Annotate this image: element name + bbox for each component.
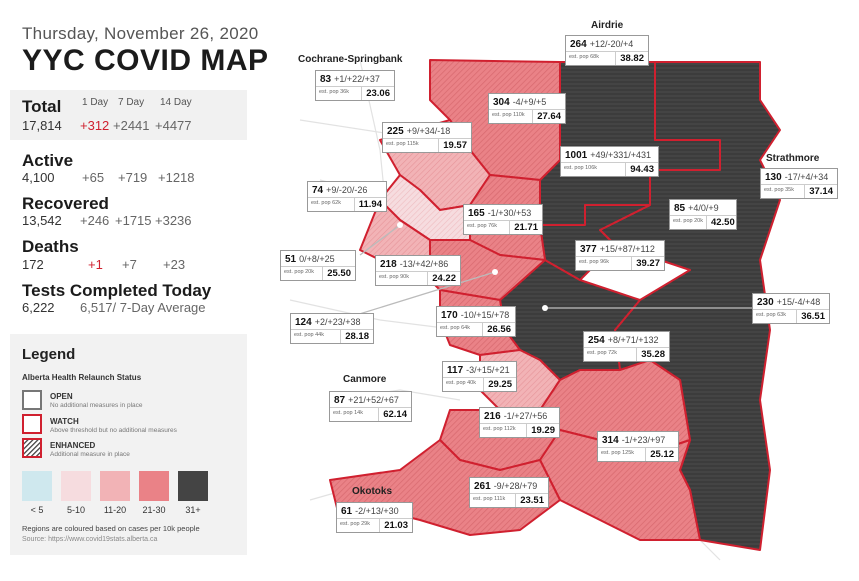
open-status-desc: No additional measures in place xyxy=(50,402,143,409)
legend-subtitle: Alberta Health Relaunch Status xyxy=(22,373,142,382)
enhanced-status-desc: Additional measure in place xyxy=(50,451,130,458)
district-box: 130 -17/+4/+34 est. pop 35k 37.14 xyxy=(760,168,838,199)
district-box: 85 +4/0/+9 est. pop 20k 42.50 xyxy=(669,199,737,230)
active-label: Active xyxy=(22,151,74,170)
total-highlight xyxy=(10,90,247,140)
area-label-okotoks: Okotoks xyxy=(352,486,393,497)
legend-note: Regions are coloured based on cases per … xyxy=(22,524,200,533)
tests-average: 6,517/ 7-Day Average xyxy=(80,300,206,315)
col-1day: 1 Day xyxy=(82,97,109,108)
legend-source: Source: https://www.covid19stats.alberta… xyxy=(22,536,158,543)
col-7day: 7 Day xyxy=(118,97,145,108)
enhanced-status-swatch xyxy=(22,438,42,458)
area-label-canmore: Canmore xyxy=(343,374,387,385)
deaths-7day: +7 xyxy=(122,257,137,272)
scale-swatch-3 xyxy=(100,471,130,501)
district-box: 61 -2/+13/+30 est. pop 29k 21.03 xyxy=(336,502,413,533)
map-date: Thursday, November 26, 2020 xyxy=(22,24,259,43)
area-label-airdrie: Airdrie xyxy=(591,20,624,31)
scale-label-4: 21-30 xyxy=(142,505,166,515)
watch-status-label: WATCH xyxy=(50,417,79,426)
total-7day: +2441 xyxy=(113,118,150,133)
area-label-strathmore: Strathmore xyxy=(766,153,820,164)
total-1day: +312 xyxy=(80,118,110,133)
callout-lines xyxy=(339,224,760,321)
active-14day: +1218 xyxy=(158,170,195,185)
open-status-label: OPEN xyxy=(50,392,73,401)
district-box: 230 +15/-4/+48 est. pop 63k 36.51 xyxy=(752,293,830,324)
district-box: 1001 +49/+331/+431 est. pop 106k 94.43 xyxy=(560,146,659,177)
deaths-1day: +1 xyxy=(88,257,103,272)
tests-value: 6,222 xyxy=(22,300,55,315)
area-label-cochrane: Cochrane-Springbank xyxy=(298,54,403,65)
total-value: 17,814 xyxy=(22,118,62,133)
watch-status-desc: Above threshold but no additional measur… xyxy=(50,427,177,434)
callout-dot-1 xyxy=(492,269,498,275)
district-box: 51 0/+8/+25 est. pop 20k 25.50 xyxy=(280,250,356,281)
callout-dot-3 xyxy=(397,222,403,228)
map-title: YYC COVID MAP xyxy=(22,44,269,77)
enhanced-status-label: ENHANCED xyxy=(50,441,96,450)
district-box: 165 -1/+30/+53 est. pop 76k 21.71 xyxy=(463,204,543,235)
active-1day: +65 xyxy=(82,170,105,185)
district-box: 170 -10/+15/+78 est. pop 64k 26.56 xyxy=(436,306,516,337)
district-box: 377 +15/+87/+112 est. pop 96k 39.27 xyxy=(575,240,665,271)
active-7day: +719 xyxy=(118,170,148,185)
recovered-1day: +246 xyxy=(80,213,110,228)
district-box: 74 +9/-20/-26 est. pop 62k 11.94 xyxy=(307,181,387,212)
watch-status-swatch xyxy=(22,414,42,434)
deaths-value: 172 xyxy=(22,257,44,272)
deaths-label: Deaths xyxy=(22,237,79,256)
district-box: 254 +8/+71/+132 est. pop 72k 35.28 xyxy=(583,331,670,362)
scale-swatch-4 xyxy=(139,471,169,501)
district-box: 124 +2/+23/+38 est. pop 44k 28.18 xyxy=(290,313,374,344)
legend-title: Legend xyxy=(22,346,76,363)
scale-swatch-2 xyxy=(61,471,91,501)
district-box: 304 -4/+9/+5 est. pop 110k 27.64 xyxy=(488,93,566,124)
deaths-14day: +23 xyxy=(163,257,186,272)
tests-label: Tests Completed Today xyxy=(22,281,212,300)
callout-dot-2 xyxy=(542,305,548,311)
active-value: 4,100 xyxy=(22,170,55,185)
district-box: 225 +9/+34/-18 est. pop 115k 19.57 xyxy=(382,122,472,153)
recovered-7day: +1715 xyxy=(115,213,152,228)
recovered-value: 13,542 xyxy=(22,213,62,228)
district-box: 261 -9/+28/+79 est. pop 111k 23.51 xyxy=(469,477,549,508)
recovered-label: Recovered xyxy=(22,194,109,213)
district-box: 218 -13/+42/+86 est. pop 90k 24.22 xyxy=(375,255,461,286)
recovered-14day: +3236 xyxy=(155,213,192,228)
col-14day: 14 Day xyxy=(160,97,192,108)
scale-label-3: 11-20 xyxy=(103,505,127,515)
scale-swatch-5 xyxy=(178,471,208,501)
scale-swatch-1 xyxy=(22,471,52,501)
scale-label-2: 5-10 xyxy=(66,505,85,515)
total-label: Total xyxy=(22,97,62,116)
total-14day: +4477 xyxy=(155,118,192,133)
legend-panel xyxy=(10,334,247,555)
district-box: 87 +21/+52/+67 est. pop 14k 62.14 xyxy=(329,391,412,422)
district-box: 216 -1/+27/+56 est. pop 112k 19.29 xyxy=(479,407,560,438)
district-box: 264 +12/-20/+4 est. pop 68k 38.82 xyxy=(565,35,649,66)
open-status-swatch xyxy=(22,390,42,410)
district-box: 117 -3/+15/+21 est. pop 40k 29.25 xyxy=(442,361,517,392)
scale-label-1: < 5 xyxy=(30,505,44,515)
scale-label-5: 31+ xyxy=(185,505,201,515)
district-box: 83 +1/+22/+37 est. pop 36k 23.06 xyxy=(315,70,395,101)
district-box: 314 -1/+23/+97 est. pop 125k 25.12 xyxy=(597,431,679,462)
